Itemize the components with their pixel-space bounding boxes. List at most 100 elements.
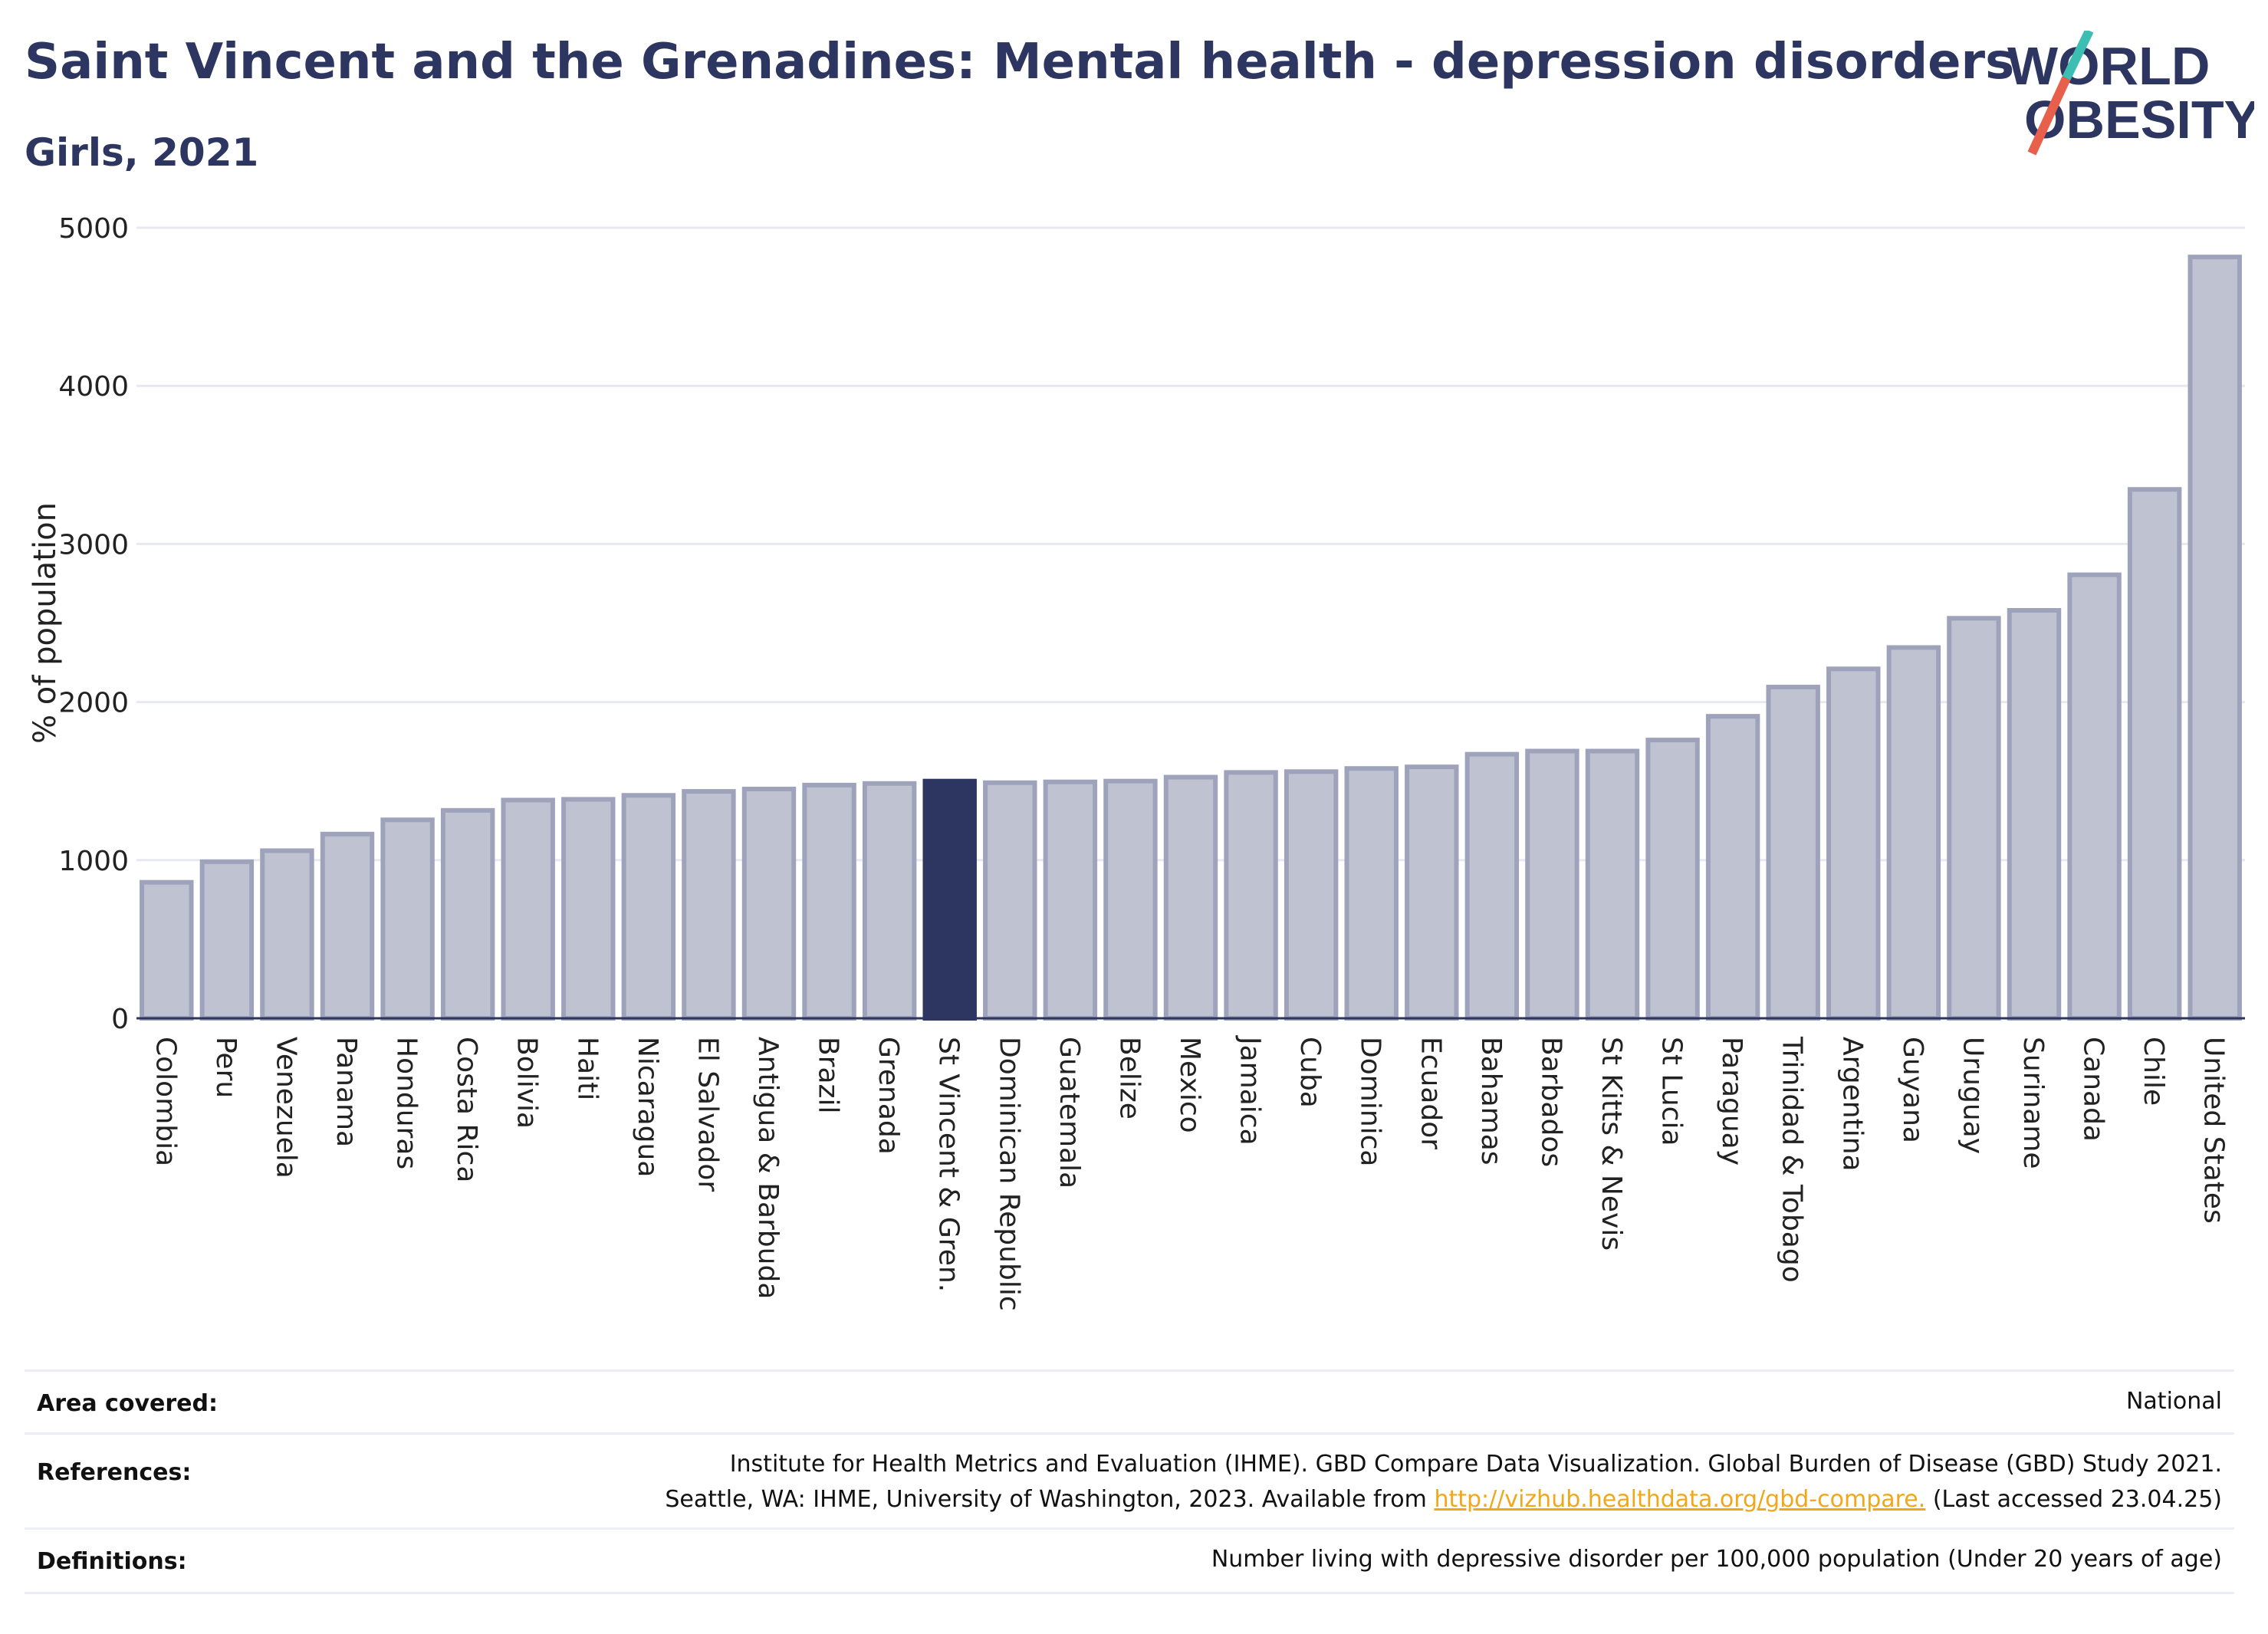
bar-costa-rica: [440, 807, 495, 1021]
bar-chart: 0 1000 2000 3000 4000 5000 Colombia Peru Venezu…: [28, 213, 2245, 1311]
bar-bolivia: [501, 797, 555, 1021]
footer-rule: [25, 1592, 2234, 1594]
x-tick-label: Argentina: [1836, 1037, 1868, 1172]
references-row: References: Institute for Health Metrics…: [25, 1432, 2234, 1530]
x-tick-labels: Colombia Peru Venezuela Panama Honduras Costa…: [150, 1035, 2229, 1311]
y-tick-label: 5000: [58, 213, 129, 245]
bar-brazil: [802, 782, 856, 1021]
y-tick-label: 2000: [58, 688, 129, 719]
x-tick-label: Nicaragua: [632, 1037, 663, 1177]
x-tick-label: Jamaica: [1234, 1035, 1266, 1146]
y-tick-label: 4000: [58, 371, 129, 403]
bar-guatemala: [1043, 779, 1098, 1021]
bar-colombia: [140, 879, 194, 1021]
bar-barbados: [1525, 748, 1579, 1021]
area-covered-value: National: [2125, 1388, 2222, 1415]
bar-peru: [199, 859, 255, 1021]
x-tick-label: Dominican Republic: [993, 1037, 1024, 1311]
x-tick-label: Brazil: [813, 1037, 844, 1113]
bar-united-states: [2187, 255, 2242, 1021]
x-tick-label: Paraguay: [1716, 1037, 1747, 1165]
x-tick-label: Ecuador: [1415, 1037, 1446, 1149]
logo-slash-teal: [2062, 31, 2094, 81]
bar-canada: [2067, 572, 2122, 1021]
logo-slash-coral: [2027, 76, 2071, 156]
bar-dominican-republic: [983, 780, 1037, 1021]
x-tick-label: St Vincent & Gren.: [933, 1037, 965, 1292]
bar-st-lucia: [1645, 738, 1700, 1021]
definitions-row: Definitions: Number living with depressi…: [25, 1527, 2234, 1594]
bar-chile: [2127, 487, 2182, 1021]
x-tick-label: Barbados: [1535, 1037, 1566, 1167]
bar-nicaragua: [621, 793, 676, 1021]
chart-title: Saint Vincent and the Grenadines: Mental…: [25, 34, 2015, 90]
x-tick-label: Peru: [210, 1037, 242, 1098]
world-obesity-logo: WORLD OBESITY: [2007, 31, 2254, 156]
bar-ecuador: [1405, 764, 1459, 1021]
logo-word-world: WORLD: [2007, 36, 2210, 96]
bar-belize: [1103, 778, 1158, 1021]
bar-haiti: [561, 797, 616, 1021]
x-tick-label: Chile: [2138, 1037, 2169, 1106]
x-tick-label: Guatemala: [1053, 1037, 1085, 1189]
area-covered-label: Area covered:: [37, 1390, 218, 1417]
x-tick-label: Dominica: [1355, 1037, 1386, 1167]
x-tick-label: Cuba: [1294, 1037, 1326, 1108]
bar-dominica: [1344, 766, 1399, 1021]
bar-antigua-barbuda: [741, 787, 797, 1021]
bar-suriname: [2007, 608, 2062, 1021]
references-label: References:: [37, 1459, 192, 1486]
x-tick-label: Grenada: [873, 1037, 904, 1155]
bar-cuba: [1284, 769, 1339, 1021]
x-tick-label: Mexico: [1174, 1037, 1205, 1133]
bar-el-salvador: [682, 789, 736, 1021]
y-axis-label: % of population: [28, 502, 63, 744]
definitions-value: Number living with depressive disorder p…: [1211, 1546, 2222, 1573]
bar-trinidad-tobago: [1766, 685, 1820, 1021]
bar-bahamas: [1464, 751, 1520, 1021]
bar-mexico: [1163, 774, 1218, 1021]
chart-subtitle: Girls, 2021: [25, 130, 259, 175]
x-tick-label: Panama: [330, 1037, 362, 1147]
bar-guyana: [1886, 645, 1941, 1021]
x-tick-label: Honduras: [391, 1037, 422, 1169]
x-tick-label: El Salvador: [692, 1037, 723, 1192]
bar-paraguay: [1705, 714, 1760, 1021]
x-tick-label: Canada: [2078, 1037, 2109, 1142]
x-tick-label: Bolivia: [511, 1037, 543, 1129]
x-tick-label: Suriname: [2017, 1037, 2049, 1169]
x-tick-label: Antigua & Barbuda: [752, 1037, 784, 1299]
x-tick-label: Trinidad & Tobago: [1777, 1036, 1808, 1283]
x-tick-label: Venezuela: [270, 1037, 301, 1179]
references-value: Institute for Health Metrics and Evaluat…: [665, 1447, 2222, 1517]
bar-honduras: [380, 817, 435, 1021]
y-tick-label: 0: [111, 1004, 129, 1035]
bars: [140, 255, 2242, 1021]
y-tick-labels: 0 1000 2000 3000 4000 5000: [58, 213, 129, 1035]
references-line-2: Seattle, WA: IHME, University of Washing…: [665, 1482, 2222, 1517]
bar-argentina: [1826, 666, 1881, 1021]
x-tick-label: St Lucia: [1656, 1037, 1688, 1146]
x-tick-label: Guyana: [1897, 1037, 1928, 1143]
x-tick-label: Uruguay: [1957, 1037, 1988, 1154]
x-tick-label: Costa Rica: [451, 1037, 482, 1182]
bar-uruguay: [1947, 616, 2001, 1021]
logo-word-obesity: OBESITY: [2024, 90, 2254, 150]
x-tick-label: Bahamas: [1475, 1037, 1507, 1165]
definitions-label: Definitions:: [37, 1548, 187, 1575]
bar-venezuela: [260, 848, 314, 1021]
x-tick-label: Colombia: [150, 1037, 181, 1166]
bar-grenada: [862, 781, 917, 1021]
bar-st-kitts-nevis: [1585, 748, 1640, 1021]
x-tick-label: United States: [2198, 1037, 2230, 1224]
bar-jamaica: [1224, 770, 1278, 1021]
references-line-2-post: (Last accessed 23.04.25): [1932, 1486, 2222, 1513]
references-line-2-pre: Seattle, WA: IHME, University of Washing…: [665, 1486, 1427, 1513]
bar-panama: [320, 831, 375, 1021]
x-tick-label: Haiti: [571, 1037, 603, 1100]
y-tick-label: 1000: [58, 846, 129, 877]
references-link[interactable]: http://vizhub.healthdata.org/gbd-compare…: [1434, 1486, 1926, 1513]
x-tick-label: Belize: [1113, 1037, 1145, 1119]
area-covered-row: Area covered: National: [25, 1369, 2234, 1435]
x-tick-label: St Kitts & Nevis: [1596, 1037, 1627, 1251]
